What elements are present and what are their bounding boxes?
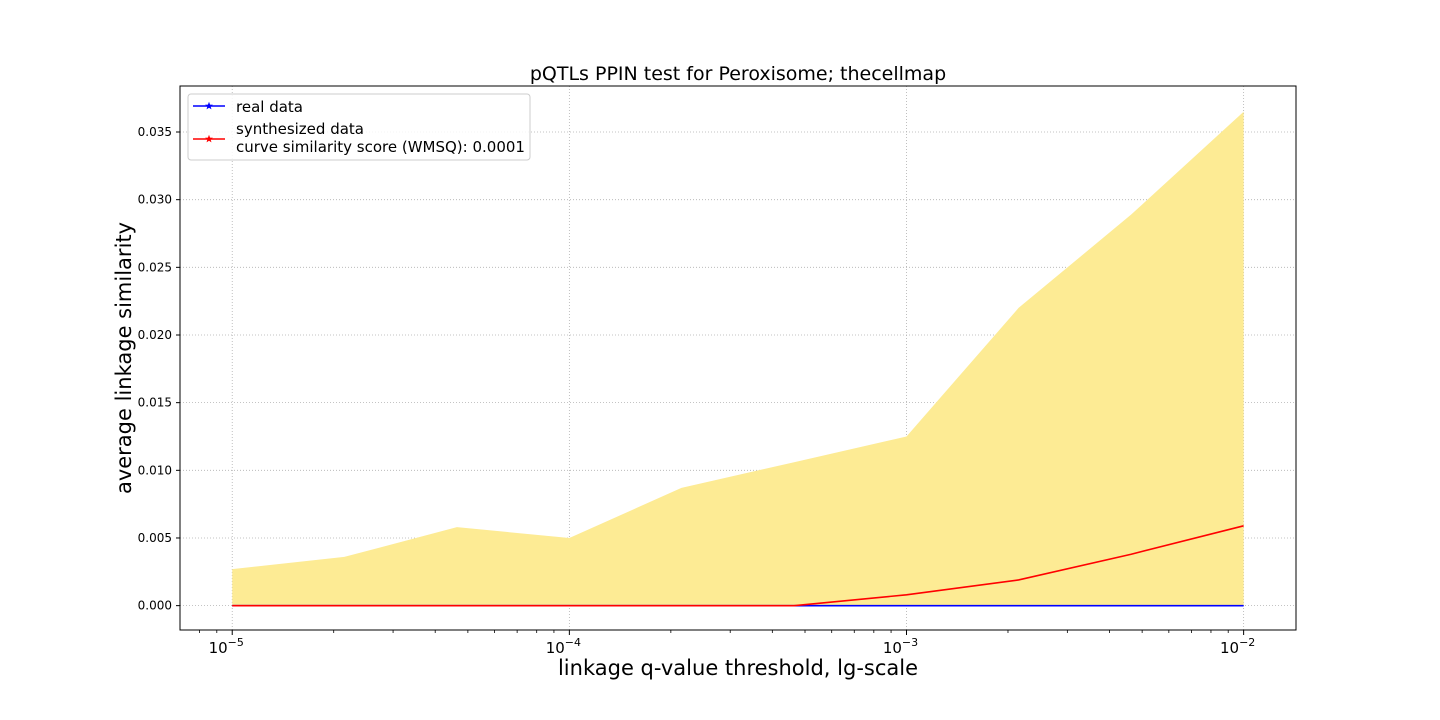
y-tick-label: 0.010: [138, 463, 172, 477]
y-tick-label: 0.005: [138, 531, 172, 545]
y-tick-label: 0.015: [138, 396, 172, 410]
x-tick-label-base: 10: [546, 639, 565, 657]
y-tick-label: 0.020: [138, 328, 172, 342]
x-tick-label: 10−2: [1220, 636, 1255, 657]
legend: real data synthesized data curve similar…: [187, 93, 531, 161]
y-tick-label: 0.030: [138, 193, 172, 207]
y-axis-label: average linkage similarity: [112, 222, 136, 494]
legend-label-real-data: real data: [236, 98, 303, 116]
y-tick-label: 0.025: [138, 260, 172, 274]
x-tick-label-base: 10: [209, 639, 228, 657]
x-axis-ticks: 10−5 10−4 10−3 10−2: [199, 630, 1255, 657]
legend-label-synthesized-data: synthesized data: [236, 120, 364, 138]
uncertainty-band: [232, 111, 1244, 606]
legend-box: [187, 93, 531, 161]
x-axis-label: linkage q-value threshold, lg-scale: [558, 656, 918, 680]
x-tick-label-exponent: −5: [228, 636, 244, 649]
x-tick-label-exponent: −2: [1239, 636, 1255, 649]
band-area: [232, 111, 1244, 606]
x-tick-label-exponent: −3: [902, 636, 918, 649]
plot-frame: [179, 85, 1297, 631]
chart-title: pQTLs PPIN test for Peroxisome; thecellm…: [530, 63, 946, 85]
series-line-synthesized-data: [232, 525, 1244, 607]
legend-star-marker-synthesized-data: [205, 134, 213, 143]
series-lines: [232, 525, 1244, 607]
legend-star-marker-real-data: [205, 101, 213, 110]
x-tick-label: 10−3: [883, 636, 918, 657]
x-tick-label: 10−5: [209, 636, 244, 657]
y-tick-label: 0.035: [138, 125, 172, 139]
x-tick-label: 10−4: [546, 636, 581, 657]
y-tick-label: 0.000: [138, 599, 172, 613]
legend-label-similarity-score: curve similarity score (WMSQ): 0.0001: [236, 138, 525, 156]
x-tick-label-base: 10: [1220, 639, 1239, 657]
y-axis-ticks: 0.000 0.005 0.010 0.015 0.020 0.025 0.030 0.035: [138, 125, 180, 613]
x-tick-label-exponent: −4: [565, 636, 581, 649]
x-tick-label-base: 10: [883, 639, 902, 657]
